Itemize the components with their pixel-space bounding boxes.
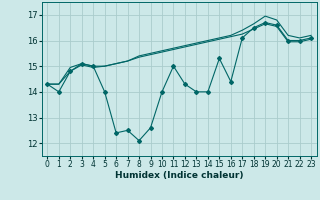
X-axis label: Humidex (Indice chaleur): Humidex (Indice chaleur): [115, 171, 244, 180]
